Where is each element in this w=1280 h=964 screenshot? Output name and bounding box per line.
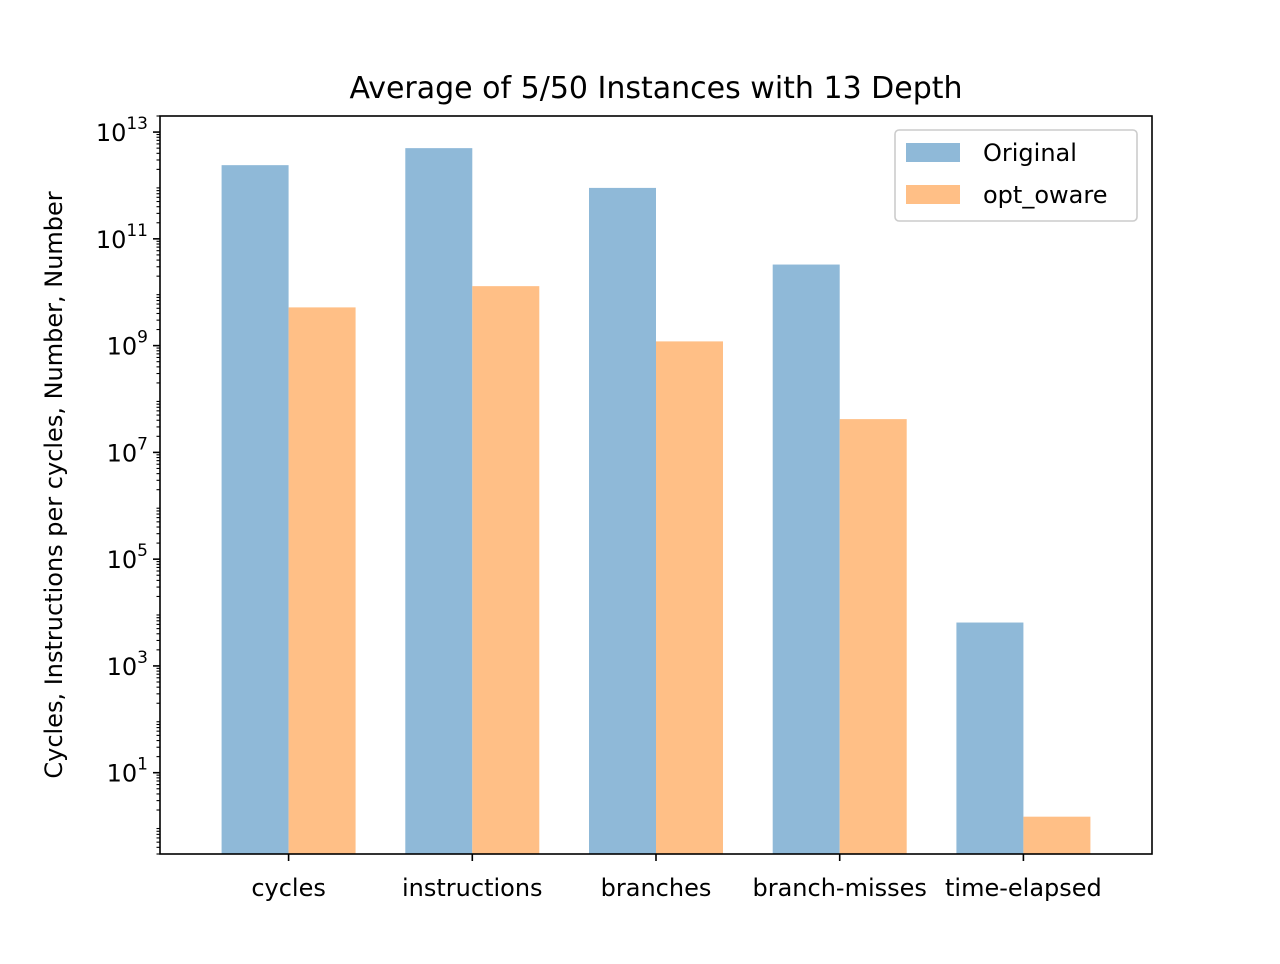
y-tick-label: 107: [107, 434, 148, 467]
y-tick-label: 1013: [96, 114, 148, 147]
legend-label-opt-oware: opt_oware: [983, 181, 1107, 209]
y-tick-label: 105: [107, 541, 148, 574]
legend-label-original: Original: [983, 139, 1077, 167]
y-axis-label: Cycles, Instructions per cycles, Number,…: [40, 191, 68, 778]
x-tick-label-instructions: instructions: [402, 874, 543, 902]
bar-original-cycles: [221, 165, 289, 854]
bar-original-branches: [589, 187, 656, 854]
bar-opt-oware-instructions: [472, 286, 540, 854]
bars-layer: [221, 148, 1091, 854]
x-tick-label-time-elapsed: time-elapsed: [945, 874, 1102, 902]
y-tick-label: 1011: [96, 221, 148, 254]
y-tick-label: 101: [107, 755, 148, 788]
x-tick-label-cycles: cycles: [251, 874, 326, 902]
bar-opt-oware-branch-misses: [839, 419, 907, 854]
chart-title: Average of 5/50 Instances with 13 Depth: [349, 71, 962, 106]
legend-swatch-original: [906, 143, 960, 162]
y-tick-label: 109: [107, 328, 148, 361]
legend: Original opt_oware: [894, 129, 1138, 222]
bar-opt-oware-time-elapsed: [1023, 816, 1091, 854]
bar-original-instructions: [405, 148, 473, 854]
bar-opt-oware-branches: [656, 341, 723, 854]
bar-opt-oware-cycles: [288, 307, 356, 854]
y-tick-label: 103: [107, 648, 148, 681]
x-tick-label-branches: branches: [601, 874, 712, 902]
bar-original-branch-misses: [772, 264, 840, 854]
plot-area-frame: [159, 115, 1153, 855]
bar-original-time-elapsed: [956, 622, 1024, 854]
legend-swatch-opt-oware: [906, 185, 960, 204]
x-tick-label-branch-misses: branch-misses: [752, 874, 926, 902]
